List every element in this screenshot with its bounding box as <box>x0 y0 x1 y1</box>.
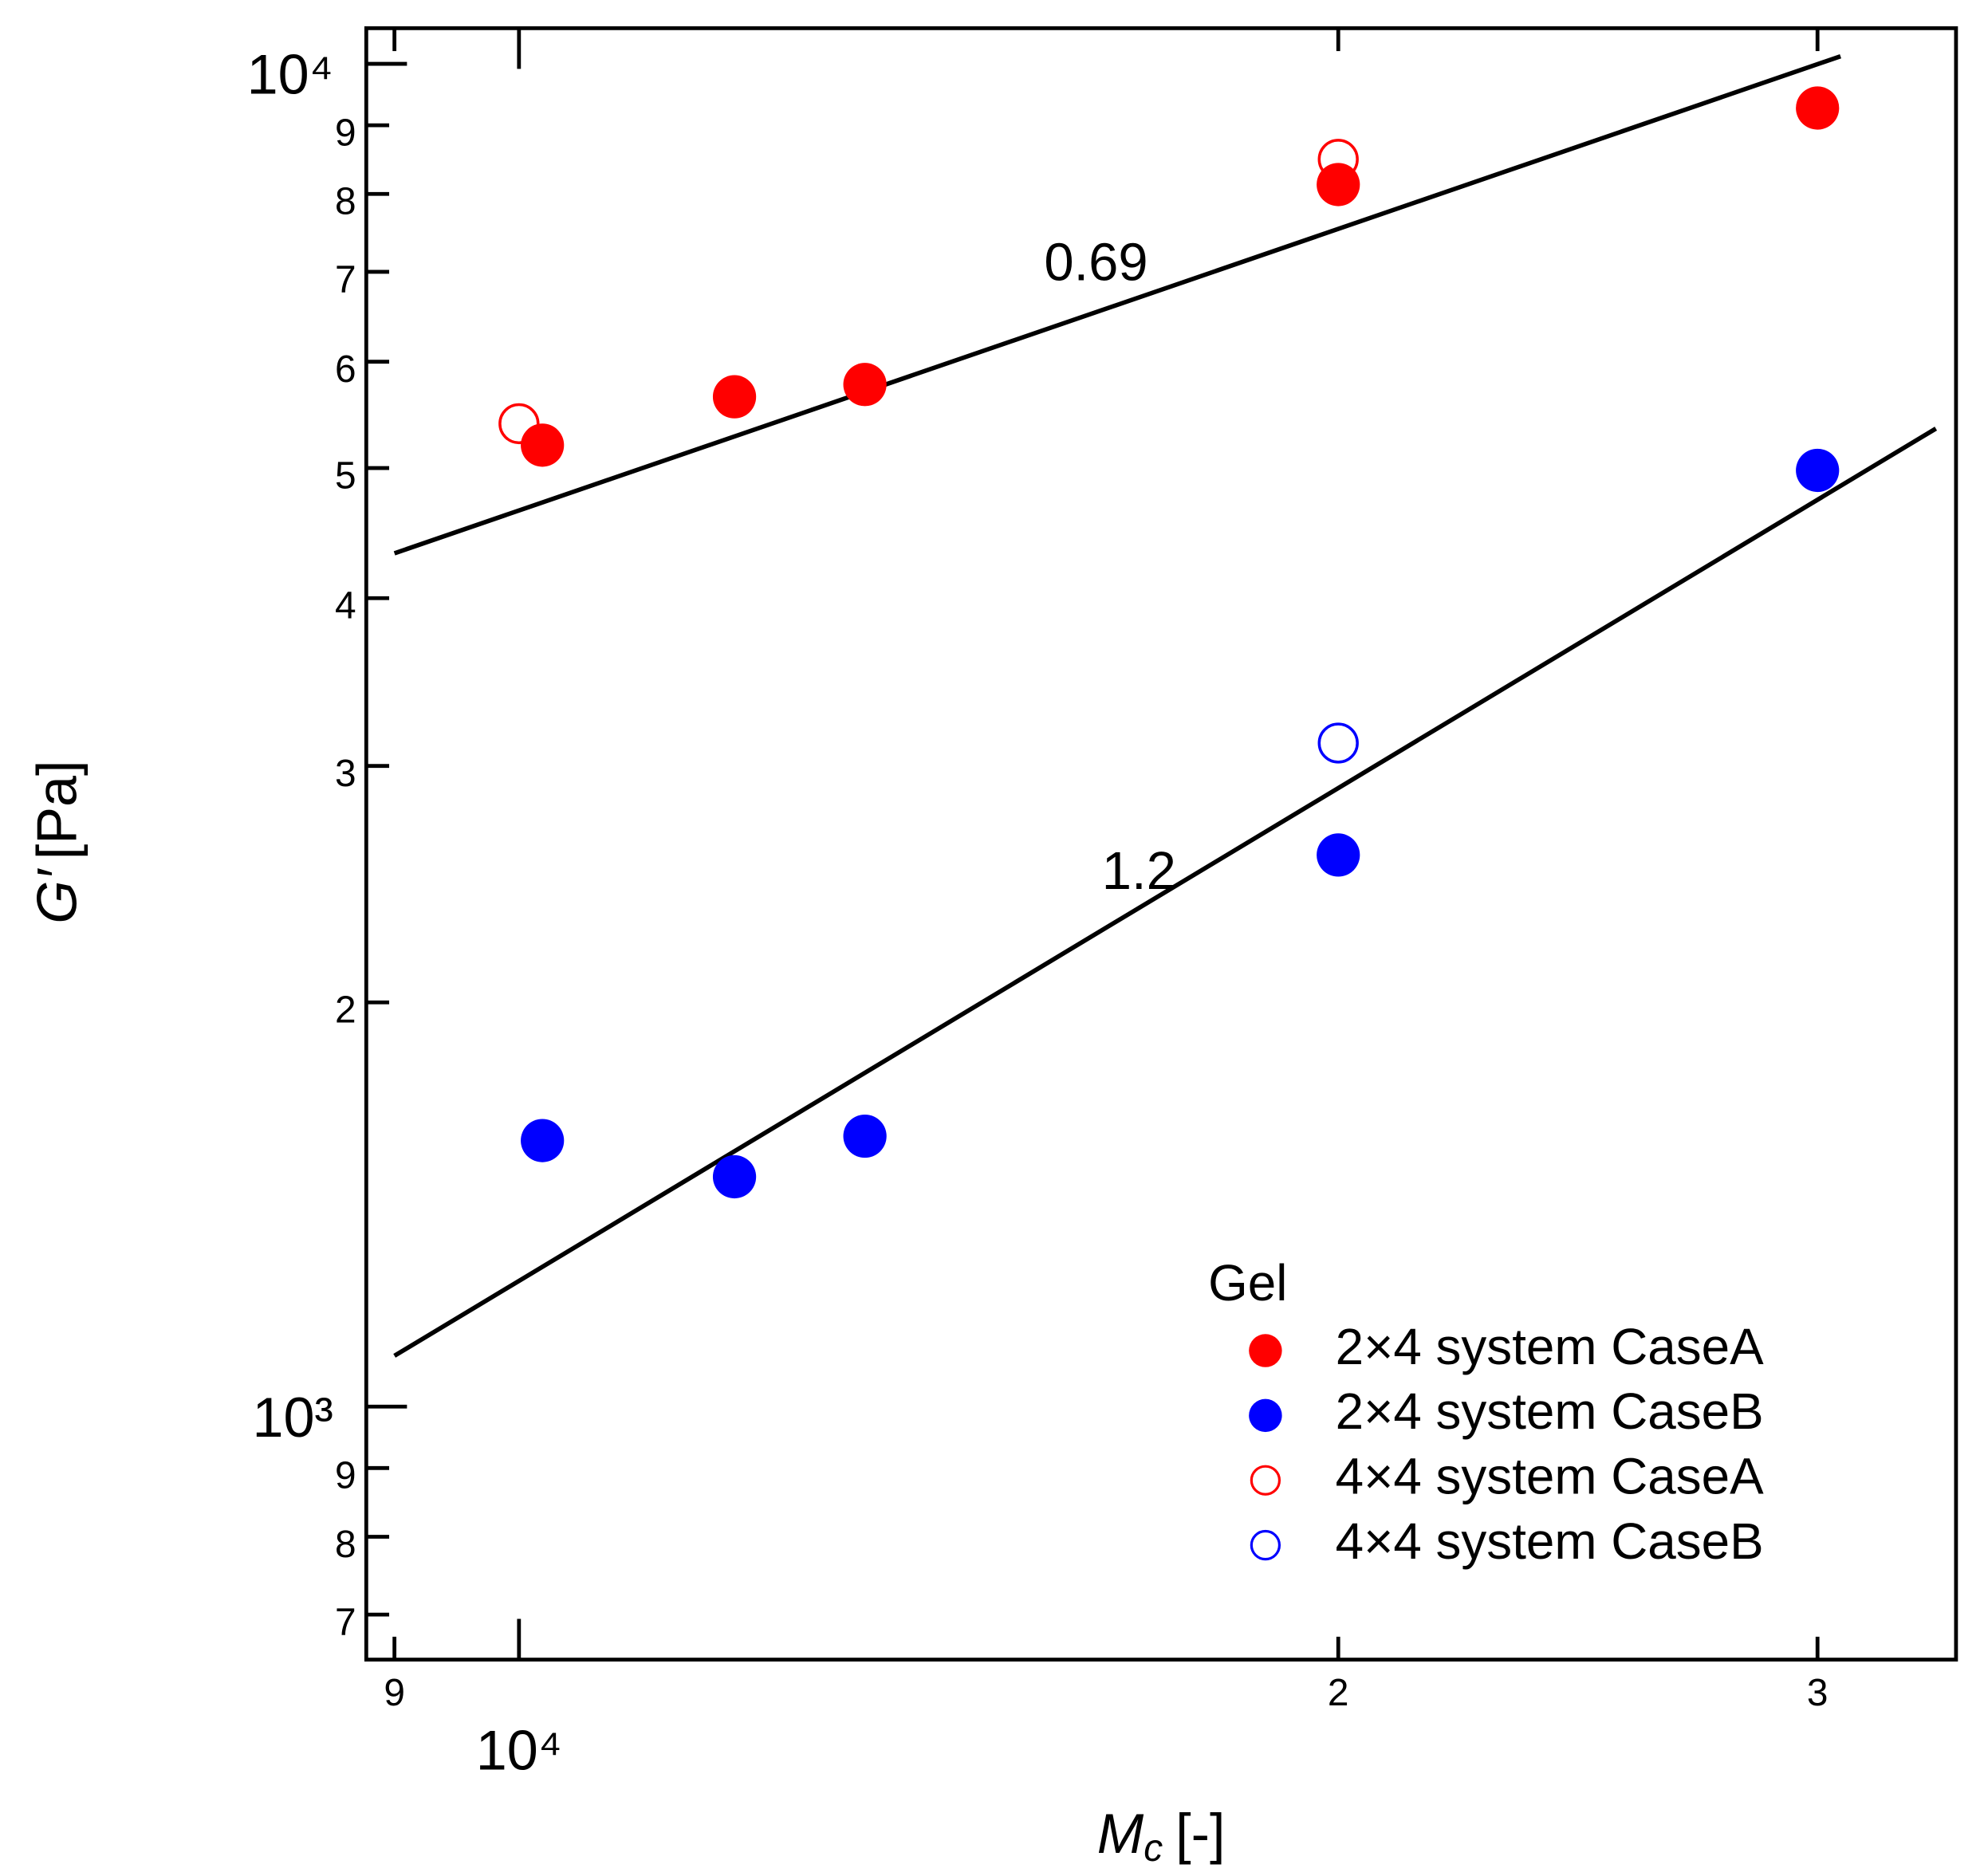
data-point <box>1317 139 1359 180</box>
data-point <box>843 1114 887 1158</box>
legend-label: 4×4 system CaseB <box>1336 1512 1764 1570</box>
data-point <box>521 423 565 467</box>
data-point <box>1796 448 1840 493</box>
plot-frame <box>364 26 1958 1662</box>
data-point <box>1317 722 1359 764</box>
y-label-symbol: G′ <box>25 867 88 924</box>
fit-line <box>393 427 1938 1358</box>
x-label-symbol: M <box>1097 1801 1144 1864</box>
legend-label: 4×4 system CaseA <box>1336 1448 1765 1505</box>
legend-marker <box>1249 1334 1282 1367</box>
data-point <box>1796 86 1840 130</box>
x-tick-label: 3 <box>1807 1672 1829 1714</box>
y-tick-label: 4 <box>335 585 356 627</box>
x-tick-label: 2 <box>1328 1672 1349 1714</box>
y-tick-label: 8 <box>335 1524 356 1566</box>
legend-marker <box>1250 1465 1281 1496</box>
data-point <box>712 1154 757 1199</box>
legend-marker <box>1249 1398 1282 1433</box>
y-tick-label: 10³ <box>252 1386 333 1449</box>
y-tick-label: 3 <box>335 753 356 795</box>
x-label-subscript: c <box>1144 1827 1163 1869</box>
data-point <box>712 375 757 419</box>
y-tick-label: 10⁴ <box>247 43 333 106</box>
y-tick-label: 2 <box>335 989 356 1032</box>
slope-label: 1.2 <box>1102 841 1176 901</box>
data-point <box>843 363 887 407</box>
data-point <box>498 403 540 445</box>
y-tick-label: 7 <box>335 258 356 301</box>
slope-label: 0.69 <box>1044 232 1147 292</box>
legend-title: Gel <box>1208 1254 1287 1312</box>
fit-line <box>393 53 1841 556</box>
y-tick-label: 9 <box>335 112 356 155</box>
y-tick-label: 5 <box>335 454 356 497</box>
y-tick-label: 7 <box>335 1602 356 1644</box>
x-label-unit: [-] <box>1175 1801 1225 1864</box>
data-point <box>1317 833 1360 877</box>
x-tick-label: 10⁴ <box>476 1719 562 1782</box>
data-point <box>521 1119 565 1162</box>
y-axis-label: G′ [Pa] <box>25 760 88 923</box>
legend-marker <box>1250 1529 1281 1561</box>
y-tick-label: 6 <box>335 348 356 391</box>
x-tick-label: 9 <box>384 1672 405 1714</box>
legend-label: 2×4 system CaseA <box>1336 1318 1765 1375</box>
y-label-unit: [Pa] <box>25 760 88 859</box>
y-tick-label: 9 <box>335 1455 356 1497</box>
y-tick-label: 8 <box>335 181 356 223</box>
legend-label: 2×4 system CaseB <box>1336 1382 1764 1440</box>
x-axis-label: Mc [-] <box>1097 1801 1226 1869</box>
